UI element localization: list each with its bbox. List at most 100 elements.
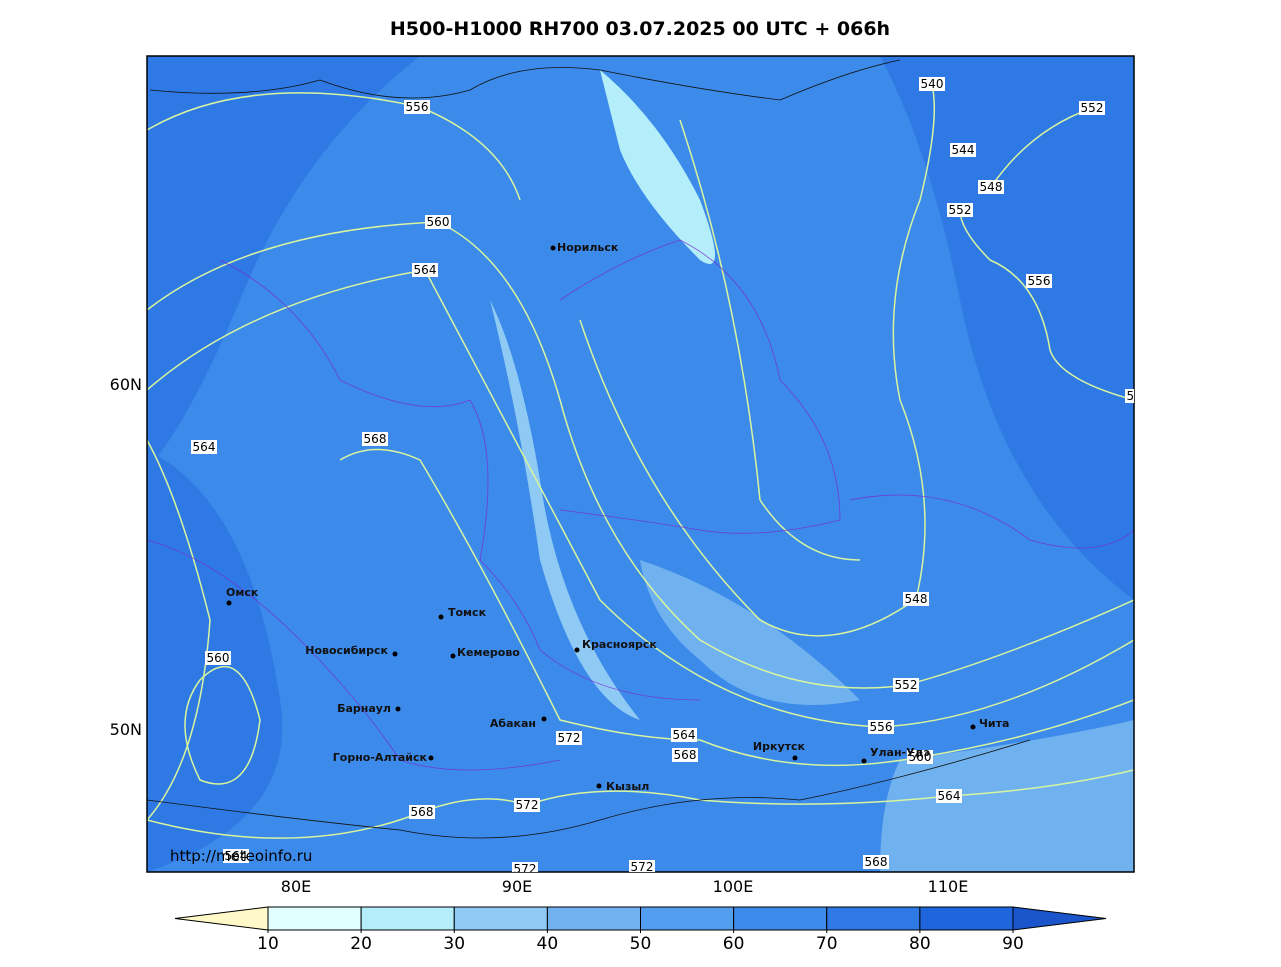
lon-label: 110E <box>928 877 969 896</box>
contour-label-box <box>947 203 973 217</box>
colorbar-tick-label: 40 <box>537 934 559 954</box>
contour-label: 564 <box>673 728 696 742</box>
contour-label-box <box>919 77 945 91</box>
contour-label-box <box>629 860 655 872</box>
colorbar-tick-label: 60 <box>723 934 745 954</box>
city-name: Новосибирск <box>305 644 388 657</box>
colorbar-bin <box>360 906 455 931</box>
colorbar-bin <box>919 906 1014 931</box>
contour-label: 556 <box>406 100 429 114</box>
contour-label: 564 <box>193 440 216 454</box>
contour-label-box <box>556 731 582 745</box>
contour-label: 564 <box>938 789 961 803</box>
contour-label-box <box>907 750 933 764</box>
city-name: Абакан <box>490 717 536 730</box>
city-name: Иркутск <box>753 740 806 753</box>
city-dot <box>438 614 444 620</box>
contour-label-box <box>868 720 894 734</box>
lon-label: 100E <box>713 877 754 896</box>
contour-label: 572 <box>631 860 654 874</box>
contour-label: 568 <box>674 748 697 762</box>
contour-label-box <box>409 805 435 819</box>
city-dot <box>596 783 602 789</box>
colorbar: 10 20 30 40 50 60 70 80 90 <box>174 906 1107 954</box>
city-dot <box>550 245 556 251</box>
contour-label: 548 <box>980 180 1003 194</box>
contour-label-box <box>1026 274 1052 288</box>
contour-label-box <box>223 849 249 863</box>
city-dot <box>970 724 976 730</box>
isohypses <box>147 83 1134 839</box>
coastlines <box>147 59 1031 839</box>
colorbar-tick-label: 10 <box>257 934 279 954</box>
city-dot <box>428 755 434 761</box>
contour-label: 564 <box>414 263 437 277</box>
colorbar-tick-label: 70 <box>816 934 838 954</box>
colorbar-bin <box>267 906 362 931</box>
lon-label: 90E <box>502 877 532 896</box>
city-name: Кемерово <box>457 646 520 659</box>
colorbar-under <box>174 906 269 931</box>
source-url: http://meteoinfo.ru <box>170 847 312 865</box>
contour-label-box <box>512 862 538 872</box>
colorbar-tick-label: 30 <box>443 934 465 954</box>
contour-label: 572 <box>516 798 539 812</box>
contour-label: 552 <box>949 203 972 217</box>
contour-label: 552 <box>895 678 918 692</box>
contour-label-box <box>936 789 962 803</box>
contour-label-box <box>412 263 438 277</box>
city-name: Горно-Алтайск <box>333 751 428 764</box>
lat-label: 60N <box>110 375 142 394</box>
dry-area <box>640 560 860 705</box>
city-dot <box>541 716 547 722</box>
contour-label-box <box>362 432 388 446</box>
colorbar-bin <box>733 906 828 931</box>
city-dot <box>792 755 798 761</box>
contour-label-box <box>514 798 540 812</box>
contour-label-box <box>425 215 451 229</box>
colorbar-bin <box>826 906 921 931</box>
humid-area <box>880 56 1134 600</box>
title: H500-H1000 RH700 03.07.2025 00 UTC + 066… <box>390 18 890 40</box>
contour-label: 556 <box>1028 274 1051 288</box>
borders <box>147 239 1134 771</box>
colorbar-over <box>1012 906 1107 931</box>
contour-label: 568 <box>411 805 434 819</box>
contour-label-box <box>1079 101 1105 115</box>
colorbar-tick-label: 50 <box>630 934 652 954</box>
colorbar-tick-label: 80 <box>909 934 931 954</box>
city-dot <box>392 651 398 657</box>
contour-label-box <box>903 592 929 606</box>
contour-label-box <box>978 180 1004 194</box>
lat-label: 50N <box>110 720 142 739</box>
contour-label: 544 <box>952 143 975 157</box>
contour-label-box <box>863 855 889 869</box>
contour-label: 568 <box>865 855 888 869</box>
contour-label-box <box>671 728 697 742</box>
city-name: Красноярск <box>582 638 657 651</box>
lon-label: 80E <box>281 877 311 896</box>
contour-label: 548 <box>905 592 928 606</box>
city-name: Томск <box>448 606 487 619</box>
colorbar-bin <box>546 906 641 931</box>
contour-label: 560 <box>427 215 450 229</box>
contour-label-box <box>404 100 430 114</box>
city-name: Омск <box>226 586 259 599</box>
colorbar-tick-label: 20 <box>350 934 372 954</box>
contour-label-box <box>191 440 217 454</box>
contour-label: 564 <box>1127 389 1150 403</box>
colorbar-bin <box>640 906 735 931</box>
dry-area <box>600 70 715 264</box>
city-dot <box>226 600 232 606</box>
city-name: Улан-Удэ <box>870 746 930 759</box>
contour-label: 552 <box>1081 101 1104 115</box>
city-dot <box>450 653 456 659</box>
label-layer: 556 560 564 564 568 560 540 552 544 548 552 556 564 5… <box>191 77 1150 874</box>
contour-label: 556 <box>870 720 893 734</box>
city-name: Кызыл <box>606 780 649 793</box>
city-dot <box>574 647 580 653</box>
contour-label: 560 <box>207 651 230 665</box>
colorbar-tick-label: 90 <box>1002 934 1024 954</box>
dry-area <box>490 300 640 720</box>
